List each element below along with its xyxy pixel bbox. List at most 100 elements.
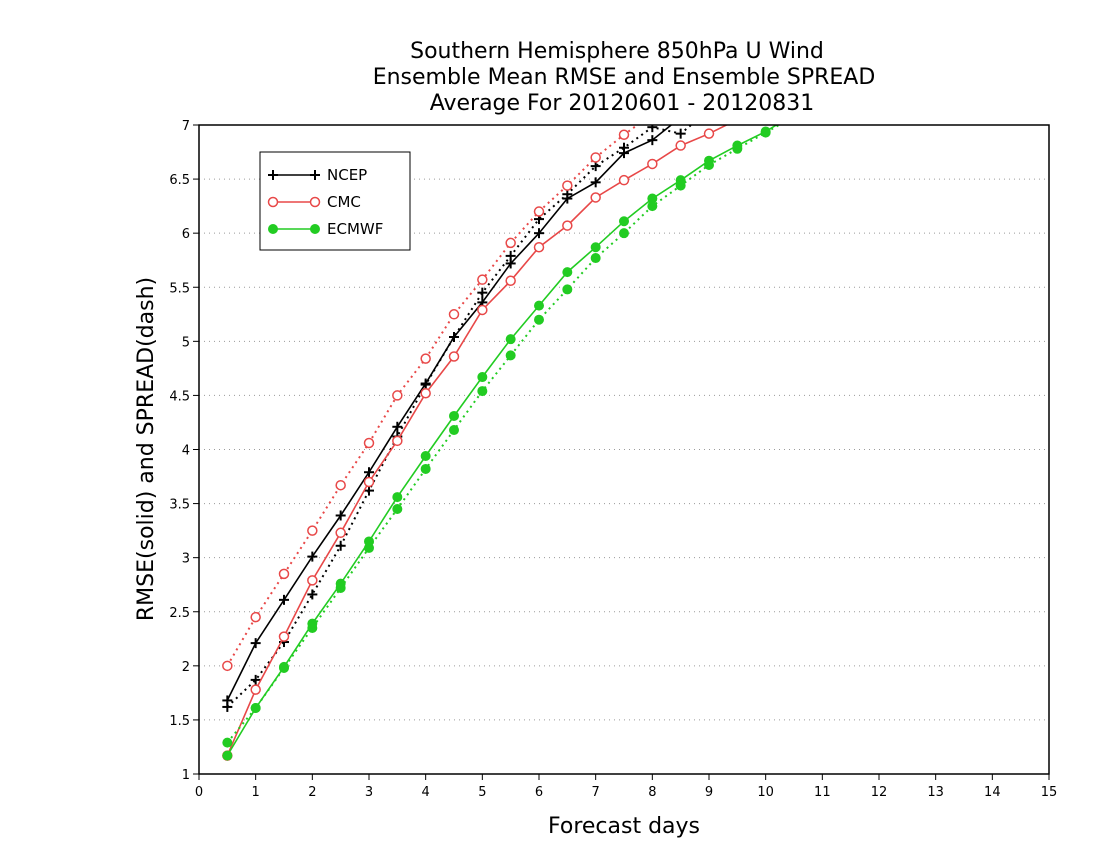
- legend-box: [259, 151, 411, 251]
- ecmwf-rmse-point: [279, 661, 289, 672]
- ncep-rmse-point: [335, 510, 346, 521]
- ecmwf-spread-point: [477, 386, 488, 397]
- y-tick-label: 3: [182, 552, 190, 567]
- axes: 11.522.533.544.555.566.570 1 2 3 4 5 6 7 8 9 10 11 1…: [169, 119, 1057, 800]
- ecmwf-rmse-point: [534, 300, 544, 311]
- ncep-spread-point: [675, 128, 686, 139]
- y-tick-label: 2: [182, 660, 190, 675]
- ecmwf-spread-point: [590, 253, 601, 264]
- ncep-rmse-point: [562, 193, 573, 204]
- x-tick-label: 1: [252, 785, 260, 800]
- cmc-rmse-point: [618, 174, 630, 186]
- x-tick-label: 14: [984, 785, 1001, 800]
- y-tick-label: 6.5: [169, 173, 190, 188]
- cmc-spread-point: [562, 180, 573, 191]
- ncep-spread-point: [477, 287, 488, 298]
- ncep-spread-point: [647, 125, 658, 133]
- ncep-rmse-point: [420, 378, 431, 389]
- ecmwf-spread-point: [562, 284, 573, 295]
- ecmwf-rmse-point: [307, 618, 318, 629]
- ncep-rmse-point: [222, 695, 233, 706]
- cmc-rmse-point: [250, 684, 261, 695]
- legend-label-cmc: CMC: [327, 193, 361, 211]
- cmc-spread-point: [278, 568, 290, 580]
- ncep-spread-point: [335, 540, 346, 551]
- ncep-rmse-point: [449, 332, 459, 343]
- legend-item-ecmwf: ECMWF: [268, 220, 383, 238]
- legend-label-ecmwf: ECMWF: [327, 220, 383, 238]
- ecmwf-rmse-point: [590, 242, 601, 253]
- ncep-rmse-point: [619, 148, 629, 159]
- x-tick-label: 2: [308, 785, 316, 800]
- cmc-spread-point: [590, 152, 601, 163]
- x-tick-label: 3: [365, 785, 373, 800]
- x-tick-label: 13: [927, 785, 944, 800]
- ecmwf-rmse-point: [704, 155, 714, 166]
- ecmwf-spread-point: [449, 425, 459, 436]
- cmc-rmse-point: [675, 140, 686, 151]
- cmc-spread-point: [250, 611, 261, 623]
- y-axis-label: RMSE(solid) and SPREAD(dash): [134, 277, 159, 621]
- legend-item-ncep: NCEP: [268, 166, 367, 184]
- ecmwf-spread-point: [505, 350, 516, 361]
- cmc-rmse-point: [363, 476, 375, 488]
- legend-item-cmc: CMC: [267, 193, 361, 211]
- legend-marker: [309, 196, 321, 208]
- ncep-rmse-point: [590, 177, 601, 188]
- cmc-rmse-point: [392, 435, 403, 447]
- chart-title-line-1: Southern Hemisphere 850hPa U Wind: [410, 39, 824, 64]
- y-tick-label: 4: [182, 444, 190, 459]
- ecmwf-rmse-point: [675, 175, 686, 186]
- ncep-spread-line: [226, 125, 693, 708]
- legend-marker: [268, 170, 278, 180]
- cmc-rmse-point: [477, 304, 488, 316]
- legend-label-ncep: NCEP: [327, 166, 367, 184]
- cmc-rmse-point: [278, 631, 290, 642]
- cmc-rmse-point: [562, 220, 573, 231]
- y-tick-label: 7: [182, 119, 190, 134]
- cmc-spread-series: [222, 125, 640, 672]
- cmc-spread-point: [533, 206, 545, 217]
- cmc-spread-point: [222, 660, 233, 672]
- cmc-rmse-point: [307, 575, 318, 586]
- cmc-rmse-line: [226, 125, 729, 756]
- y-tick-label: 1: [182, 768, 190, 783]
- legend-marker: [310, 170, 320, 180]
- ecmwf-rmse-point: [760, 126, 771, 137]
- legend-marker: [268, 224, 278, 234]
- ecmwf-rmse-point: [619, 216, 629, 227]
- ecmwf-rmse-point: [392, 492, 403, 503]
- cmc-spread-point: [505, 237, 516, 249]
- cmc-spread-point: [618, 129, 630, 140]
- cmc-spread-point: [477, 274, 488, 285]
- cmc-rmse-point: [703, 128, 715, 139]
- ecmwf-spread-point: [420, 463, 431, 474]
- ecmwf-rmse-point: [477, 372, 488, 383]
- x-tick-label: 8: [648, 785, 656, 800]
- ncep-spread-point: [307, 589, 318, 600]
- cmc-spread-point: [307, 525, 318, 536]
- cmc-rmse-point: [420, 388, 431, 399]
- ecmwf-spread-line: [226, 125, 781, 744]
- cmc-rmse-point: [335, 527, 346, 539]
- x-tick-label: 11: [814, 785, 831, 800]
- y-tick-label: 2.5: [169, 606, 190, 621]
- ncep-spread-point: [250, 674, 261, 685]
- x-tick-label: 5: [478, 785, 486, 800]
- ncep-rmse-series: [222, 125, 673, 706]
- x-tick-label: 15: [1041, 785, 1058, 800]
- ncep-rmse-point: [534, 228, 544, 239]
- x-tick-label: 9: [705, 785, 713, 800]
- ecmwf-rmse-point: [647, 193, 658, 204]
- ecmwf-rmse-point: [505, 334, 516, 345]
- x-tick-label: 6: [535, 785, 543, 800]
- x-tick-label: 0: [195, 785, 203, 800]
- legend-marker: [310, 224, 320, 234]
- cmc-rmse-point: [448, 351, 460, 362]
- x-tick-label: 10: [757, 785, 774, 800]
- cmc-rmse-point: [647, 158, 658, 170]
- ncep-rmse-point: [250, 638, 261, 649]
- cmc-spread-point: [420, 353, 431, 364]
- ncep-rmse-point: [505, 258, 516, 269]
- ecmwf-rmse-point: [449, 410, 459, 421]
